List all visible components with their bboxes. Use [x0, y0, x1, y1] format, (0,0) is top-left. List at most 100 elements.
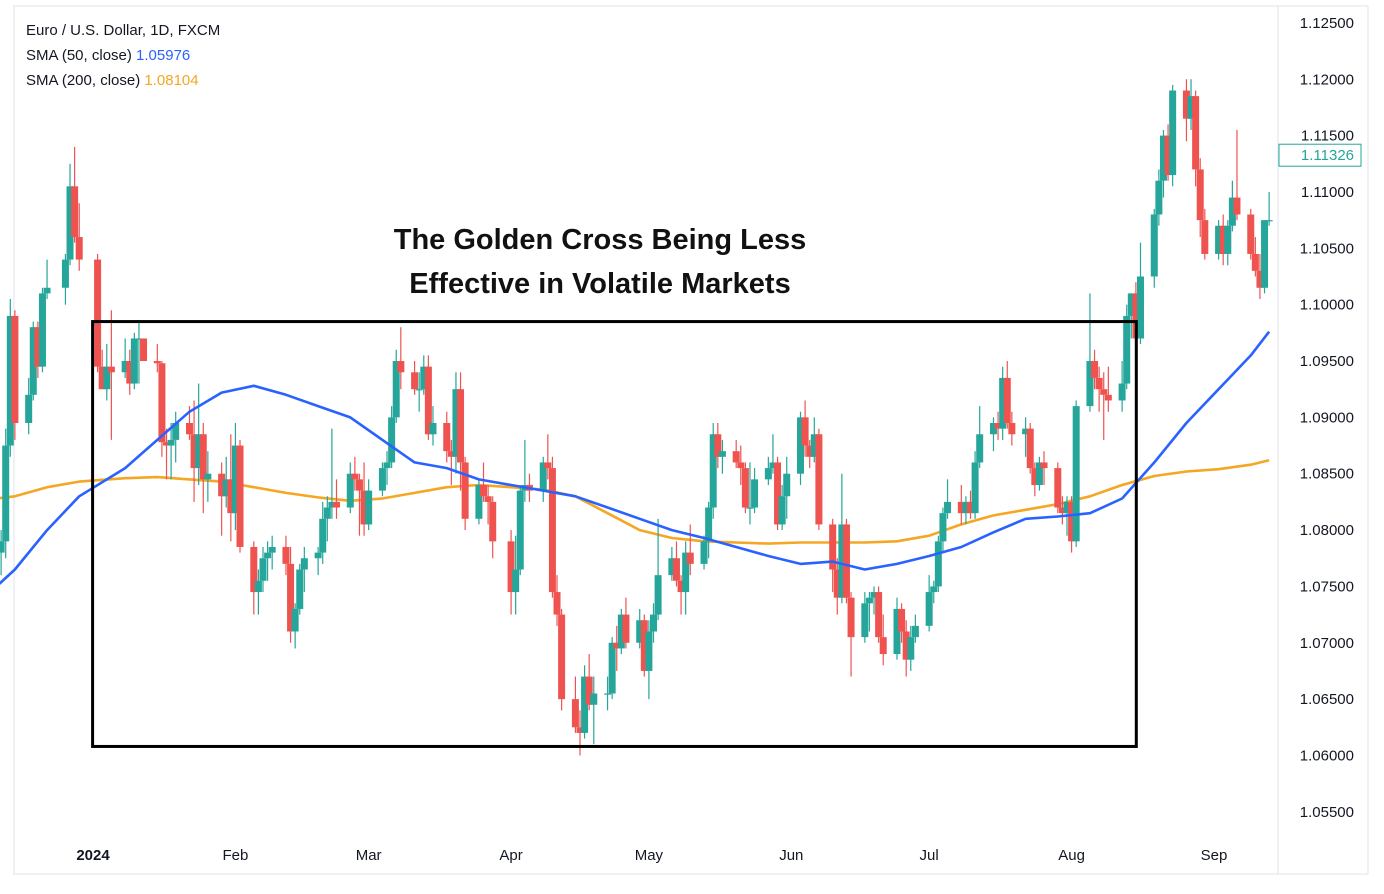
candle-body: [424, 366, 432, 435]
candle-body: [751, 479, 759, 508]
candle: [668, 546, 676, 581]
candle-body: [1100, 389, 1108, 395]
candle-body: [282, 546, 290, 564]
candle-body: [1201, 220, 1209, 254]
candle: [328, 428, 336, 519]
candle-body: [939, 513, 947, 542]
candle: [1008, 411, 1016, 446]
candle-body: [613, 642, 621, 649]
candle: [967, 490, 975, 519]
candle-body: [999, 377, 1007, 429]
y-tick-label: 1.09500: [1300, 353, 1354, 370]
candle: [944, 479, 952, 519]
candle-body: [190, 434, 198, 469]
candle-body: [944, 501, 952, 514]
y-tick-label: 1.10500: [1300, 240, 1354, 257]
highlight-box: [91, 320, 1138, 748]
candle: [1265, 191, 1273, 226]
candle-body: [1251, 253, 1259, 271]
y-tick-label: 1.11000: [1301, 184, 1354, 201]
candle-body: [107, 366, 115, 373]
candle-body: [11, 315, 19, 423]
candle: [810, 417, 818, 463]
candle: [126, 349, 134, 395]
candle-body: [1072, 406, 1080, 542]
candle-body: [227, 479, 235, 514]
candle: [815, 428, 823, 531]
candle: [415, 372, 423, 412]
candle: [1123, 304, 1131, 390]
candle: [925, 575, 933, 632]
candle-body: [774, 462, 782, 525]
y-tick-label: 1.11500: [1301, 128, 1354, 145]
candle: [709, 423, 717, 519]
candle: [507, 530, 515, 615]
candle-body: [732, 451, 740, 463]
candle-body: [29, 327, 37, 395]
candle-body: [847, 597, 855, 638]
candle: [833, 558, 841, 615]
candle-body: [1026, 428, 1034, 469]
candle: [875, 586, 883, 643]
candle-body: [861, 603, 869, 638]
candle-body: [1127, 293, 1135, 316]
candle-body: [2, 445, 10, 542]
candle-body: [411, 372, 419, 390]
candle-body: [1196, 169, 1204, 221]
candle-body: [548, 468, 556, 593]
candle: [163, 428, 171, 480]
candle: [585, 654, 593, 711]
candle-body: [833, 569, 841, 598]
candle-body: [801, 417, 809, 446]
candle: [705, 501, 713, 559]
candle: [94, 253, 102, 373]
candle: [1215, 220, 1223, 260]
candle-body: [718, 451, 726, 457]
last-price-label: 1.11326: [1301, 147, 1354, 164]
candle: [1164, 124, 1172, 181]
candle: [636, 608, 644, 649]
candle: [300, 546, 308, 593]
candle: [512, 535, 520, 615]
candle-body: [250, 546, 258, 593]
x-tick-label: 2024: [76, 847, 110, 864]
candle: [865, 592, 873, 632]
candle-body: [355, 479, 363, 491]
candle-body: [1054, 468, 1062, 508]
candle: [397, 327, 405, 390]
candle-body: [640, 620, 648, 671]
candle: [319, 501, 327, 564]
x-tick-label: Aug: [1058, 847, 1085, 864]
candle: [1182, 79, 1190, 142]
last-price-box: [1278, 143, 1362, 167]
candle: [457, 372, 465, 491]
candle-body: [668, 558, 676, 576]
candle-body: [581, 676, 589, 733]
candle: [801, 400, 809, 457]
candle-body: [61, 259, 69, 288]
candle: [6, 299, 14, 457]
candle: [103, 344, 111, 401]
candle: [259, 546, 267, 593]
candle: [1040, 451, 1048, 485]
legend-sma50-label: SMA (50, close): [26, 47, 132, 64]
candle: [484, 484, 492, 525]
candle: [204, 451, 212, 502]
candle: [971, 451, 979, 519]
candle-body: [291, 608, 299, 632]
candle: [383, 451, 391, 485]
candle: [576, 710, 584, 756]
candle-body: [199, 434, 207, 480]
candle: [544, 434, 552, 480]
candle: [378, 462, 386, 497]
candle: [741, 462, 749, 514]
candle: [254, 569, 262, 615]
annotation-title: The Golden Cross Being Less Effective in…: [300, 218, 900, 306]
candle: [480, 462, 488, 502]
candle: [672, 541, 680, 587]
candle: [71, 146, 79, 243]
x-tick-label: Feb: [222, 847, 248, 864]
candle-body: [38, 293, 46, 367]
candle: [172, 411, 180, 463]
